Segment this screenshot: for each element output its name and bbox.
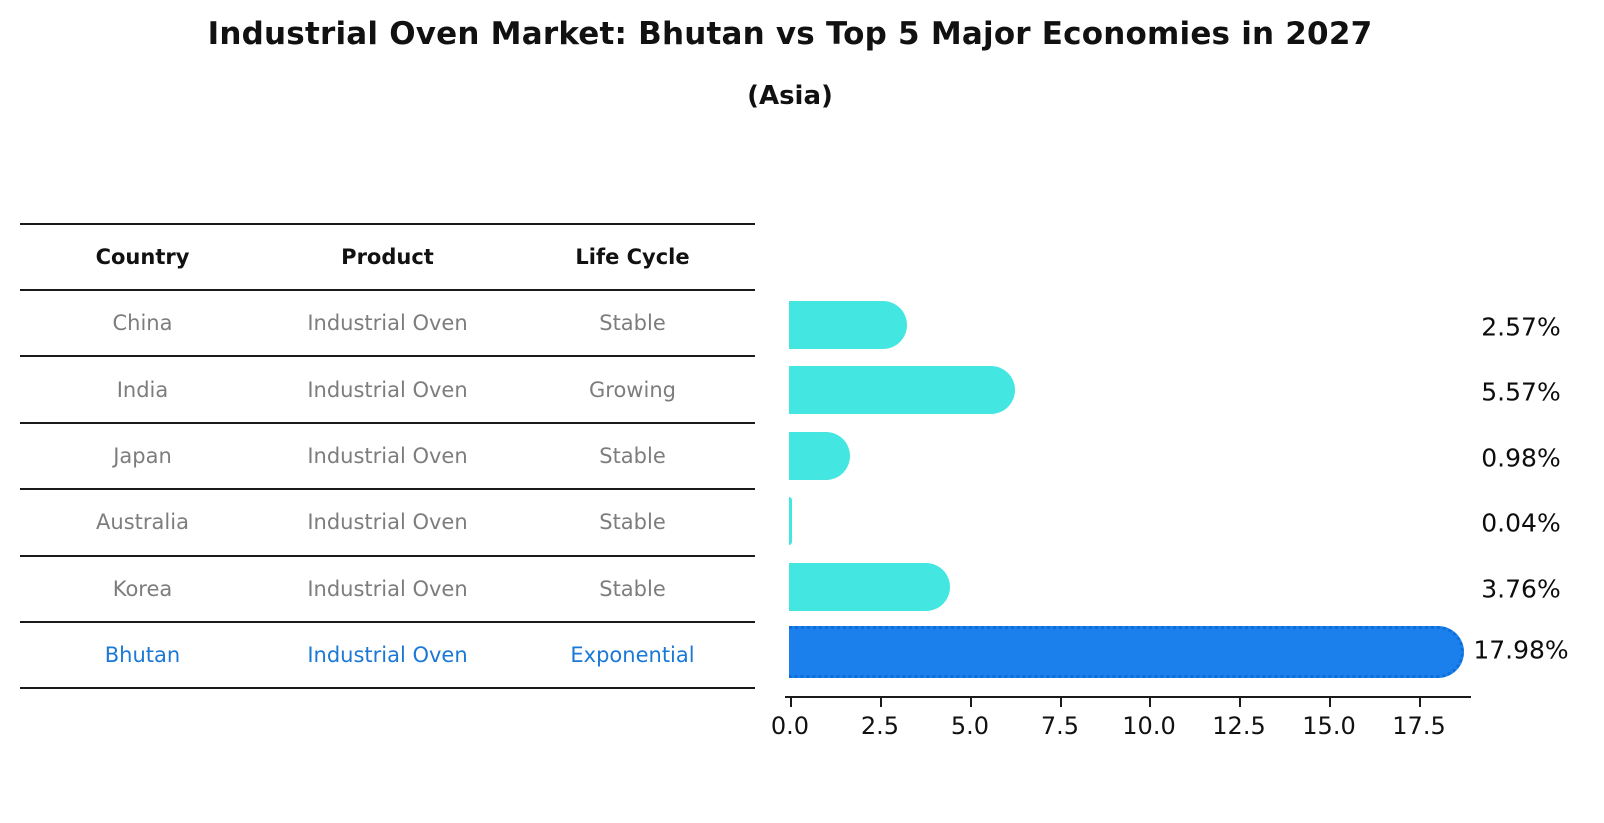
table-row-australia: Australia Industrial Oven Stable — [20, 490, 755, 557]
value-label-korea: 3.76% — [1481, 574, 1561, 604]
bar-india — [789, 366, 1015, 414]
product-cell: Industrial Oven — [307, 377, 468, 402]
x-axis-tick — [790, 698, 792, 707]
product-cell: Industrial Oven — [307, 576, 468, 601]
column-header-product: Product — [341, 245, 434, 269]
value-label-china: 2.57% — [1481, 312, 1561, 342]
x-axis-tick-label: 7.5 — [1040, 712, 1080, 740]
life-cycle-cell: Stable — [599, 443, 666, 468]
table-row-india: India Industrial Oven Growing — [20, 357, 755, 424]
product-cell: Industrial Oven — [307, 311, 468, 336]
life-cycle-cell: Growing — [589, 377, 676, 402]
x-axis-tick-label: 17.5 — [1392, 712, 1446, 740]
chart-title: Industrial Oven Market: Bhutan vs Top 5 … — [207, 16, 1373, 52]
life-cycle-cell: Stable — [599, 510, 666, 535]
x-axis-tick — [1149, 698, 1151, 707]
table-row-japan: Japan Industrial Oven Stable — [20, 424, 755, 491]
x-axis-tick-label: 12.5 — [1212, 712, 1266, 740]
country-cell: Australia — [96, 510, 189, 535]
x-axis-tick — [1060, 698, 1062, 707]
country-cell: India — [116, 377, 169, 402]
chart-subtitle: (Asia) — [747, 81, 833, 111]
life-cycle-cell: Exponential — [570, 643, 695, 668]
x-axis-tick-label: 0.0 — [770, 712, 810, 740]
x-axis-tick — [880, 698, 882, 707]
x-axis-tick-label: 2.5 — [860, 712, 900, 740]
bar-japan — [789, 432, 850, 480]
x-axis-tick — [1239, 698, 1241, 707]
x-axis-tick-label: 10.0 — [1122, 712, 1176, 740]
column-header-country: Country — [95, 245, 190, 269]
bar-australia — [789, 497, 792, 545]
table-row-bhutan-highlighted: Bhutan Industrial Oven Exponential — [20, 623, 755, 690]
country-cell: Bhutan — [104, 643, 181, 668]
life-cycle-cell: Stable — [599, 576, 666, 601]
product-cell: Industrial Oven — [307, 443, 468, 468]
bar-bhutan-highlighted — [789, 626, 1464, 678]
summary-table: Country Product Life Cycle China Industr… — [20, 223, 755, 690]
country-cell: Korea — [112, 576, 173, 601]
product-cell: Industrial Oven — [307, 510, 468, 535]
x-axis-tick — [1329, 698, 1331, 707]
x-axis-tick-label: 5.0 — [950, 712, 990, 740]
table-header-row: Country Product Life Cycle — [20, 225, 755, 291]
value-label-japan: 0.98% — [1481, 443, 1561, 473]
value-label-bhutan: 17.98% — [1473, 635, 1569, 665]
bar-china — [789, 301, 907, 349]
life-cycle-cell: Stable — [599, 311, 666, 336]
bar-korea — [789, 563, 950, 611]
x-axis-tick — [970, 698, 972, 707]
table-row-china: China Industrial Oven Stable — [20, 291, 755, 358]
country-cell: Japan — [113, 443, 172, 468]
product-cell: Industrial Oven — [307, 643, 468, 668]
value-label-australia: 0.04% — [1481, 508, 1561, 538]
x-axis-tick — [1419, 698, 1421, 707]
column-header-life-cycle: Life Cycle — [575, 245, 690, 269]
value-label-india: 5.57% — [1481, 377, 1561, 407]
country-cell: China — [112, 311, 173, 336]
x-axis-line — [785, 696, 1471, 698]
x-axis-tick-label: 15.0 — [1302, 712, 1356, 740]
table-row-korea: Korea Industrial Oven Stable — [20, 557, 755, 623]
